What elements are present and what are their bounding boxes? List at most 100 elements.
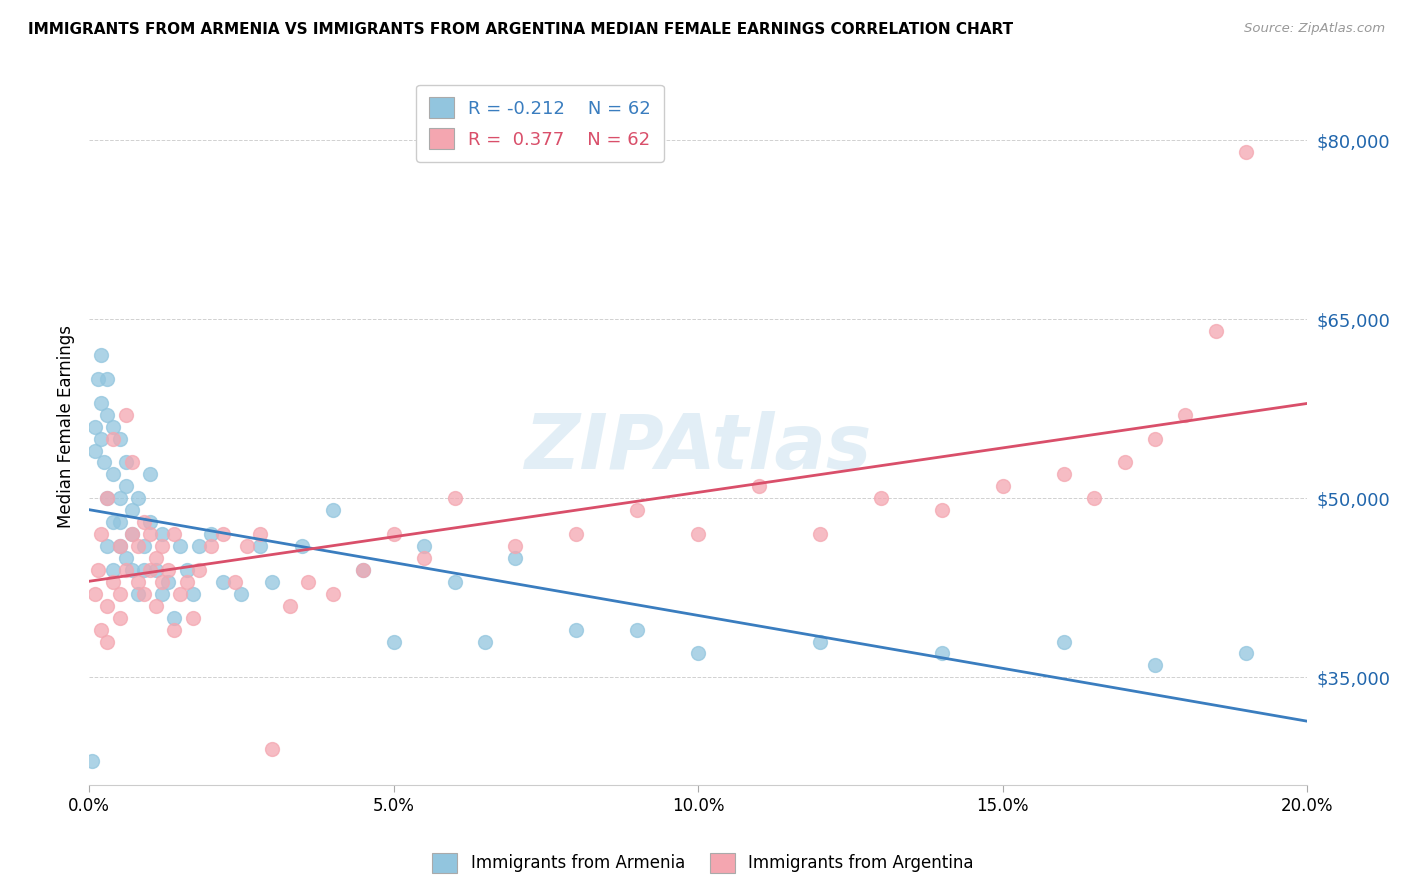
- Point: [96, 634, 118, 648]
- Point: [121, 455, 143, 469]
- Point: [114, 408, 136, 422]
- Point: [260, 574, 283, 589]
- Point: [249, 527, 271, 541]
- Point: [132, 515, 155, 529]
- Point: [96, 599, 118, 613]
- Point: [212, 527, 235, 541]
- Point: [322, 587, 344, 601]
- Point: [297, 574, 319, 589]
- Legend: R = -0.212    N = 62, R =  0.377    N = 62: R = -0.212 N = 62, R = 0.377 N = 62: [416, 85, 664, 161]
- Point: [103, 419, 125, 434]
- Point: [139, 527, 162, 541]
- Point: [90, 623, 112, 637]
- Point: [103, 432, 125, 446]
- Point: [132, 587, 155, 601]
- Point: [505, 551, 527, 566]
- Point: [96, 408, 118, 422]
- Point: [626, 623, 648, 637]
- Point: [96, 491, 118, 506]
- Point: [127, 539, 149, 553]
- Point: [1174, 408, 1197, 422]
- Point: [163, 527, 186, 541]
- Point: [1205, 324, 1227, 338]
- Point: [163, 623, 186, 637]
- Point: [181, 610, 204, 624]
- Point: [114, 455, 136, 469]
- Point: [1052, 634, 1074, 648]
- Point: [90, 527, 112, 541]
- Point: [688, 647, 710, 661]
- Point: [132, 563, 155, 577]
- Point: [108, 491, 131, 506]
- Point: [103, 467, 125, 482]
- Point: [145, 599, 167, 613]
- Point: [108, 432, 131, 446]
- Point: [1234, 145, 1257, 159]
- Point: [96, 491, 118, 506]
- Point: [150, 539, 173, 553]
- Point: [1052, 467, 1074, 482]
- Point: [150, 574, 173, 589]
- Point: [278, 599, 301, 613]
- Point: [249, 539, 271, 553]
- Point: [84, 419, 107, 434]
- Point: [90, 348, 112, 362]
- Point: [181, 587, 204, 601]
- Point: [1083, 491, 1105, 506]
- Point: [212, 574, 235, 589]
- Point: [163, 610, 186, 624]
- Point: [121, 527, 143, 541]
- Point: [132, 539, 155, 553]
- Point: [991, 479, 1014, 493]
- Point: [157, 563, 180, 577]
- Point: [127, 491, 149, 506]
- Point: [139, 563, 162, 577]
- Point: [145, 551, 167, 566]
- Point: [114, 551, 136, 566]
- Point: [808, 527, 831, 541]
- Point: [139, 467, 162, 482]
- Point: [121, 527, 143, 541]
- Point: [108, 515, 131, 529]
- Text: Source: ZipAtlas.com: Source: ZipAtlas.com: [1244, 22, 1385, 36]
- Point: [260, 742, 283, 756]
- Point: [382, 634, 405, 648]
- Point: [382, 527, 405, 541]
- Point: [127, 574, 149, 589]
- Y-axis label: Median Female Earnings: Median Female Earnings: [58, 326, 75, 528]
- Point: [139, 515, 162, 529]
- Point: [176, 563, 198, 577]
- Point: [93, 455, 115, 469]
- Point: [236, 539, 259, 553]
- Point: [108, 587, 131, 601]
- Point: [626, 503, 648, 517]
- Point: [87, 372, 110, 386]
- Point: [931, 647, 953, 661]
- Point: [103, 515, 125, 529]
- Point: [187, 539, 209, 553]
- Point: [108, 539, 131, 553]
- Point: [114, 563, 136, 577]
- Point: [103, 563, 125, 577]
- Point: [90, 432, 112, 446]
- Point: [322, 503, 344, 517]
- Point: [200, 539, 222, 553]
- Text: IMMIGRANTS FROM ARMENIA VS IMMIGRANTS FROM ARGENTINA MEDIAN FEMALE EARNINGS CORR: IMMIGRANTS FROM ARMENIA VS IMMIGRANTS FR…: [28, 22, 1014, 37]
- Point: [1143, 432, 1166, 446]
- Point: [145, 563, 167, 577]
- Point: [87, 563, 110, 577]
- Point: [90, 396, 112, 410]
- Point: [96, 539, 118, 553]
- Point: [108, 539, 131, 553]
- Point: [931, 503, 953, 517]
- Point: [413, 539, 436, 553]
- Point: [82, 754, 104, 768]
- Point: [443, 491, 465, 506]
- Point: [103, 574, 125, 589]
- Point: [291, 539, 314, 553]
- Point: [176, 574, 198, 589]
- Point: [443, 574, 465, 589]
- Point: [808, 634, 831, 648]
- Point: [748, 479, 770, 493]
- Point: [157, 574, 180, 589]
